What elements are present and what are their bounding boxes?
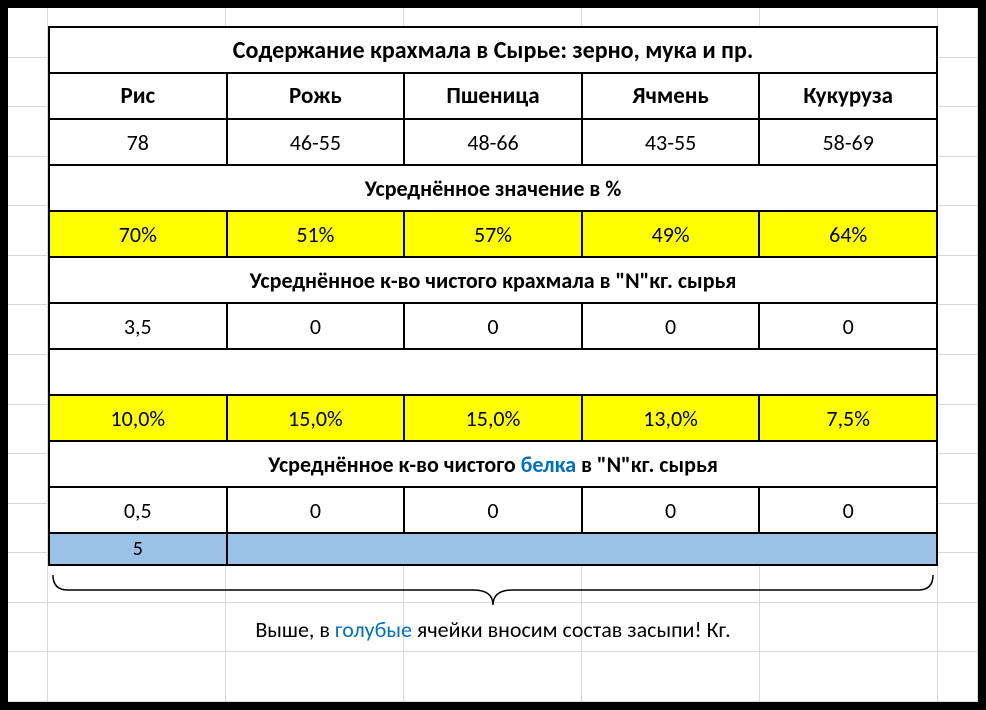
cell-range[interactable]: 46-55 — [227, 119, 405, 165]
col-header: Кукуруза — [759, 73, 937, 119]
cell-protein-n[interactable]: 0 — [227, 487, 405, 533]
pct-row2: 10,0% 15,0% 15,0% 13,0% 7,5% — [49, 395, 937, 441]
cell-pct2[interactable]: 15,0% — [227, 395, 405, 441]
cell-pct2[interactable]: 7,5% — [759, 395, 937, 441]
content-area: Содержание крахмала в Сырье: зерно, мука… — [48, 26, 938, 643]
section-header: Усреднённое значение в % — [49, 165, 937, 211]
section-protein-row: Усреднённое к-во чистого белка в "N"кг. … — [49, 441, 937, 487]
column-headers-row: Рис Рожь Пшеница Ячмень Кукуруза — [49, 73, 937, 119]
avg-pct-row: 70% 51% 57% 49% 64% — [49, 211, 937, 257]
footer-pre: Выше, в — [255, 616, 335, 643]
cell-pct2[interactable]: 15,0% — [404, 395, 582, 441]
cell-avg-pct[interactable]: 70% — [49, 211, 227, 257]
starch-n-row: 3,5 0 0 0 0 — [49, 303, 937, 349]
footer-note: Выше, в голубые ячейки вносим состав зас… — [48, 616, 938, 643]
spreadsheet-area: HomeDistiller.ru Содержание крахмала в С… — [8, 8, 978, 702]
blue-cell-value[interactable]: 5 — [49, 533, 227, 565]
data-table: Содержание крахмала в Сырье: зерно, мука… — [48, 26, 938, 566]
blue-cell-empty[interactable] — [227, 533, 937, 565]
section-header-protein: Усреднённое к-во чистого белка в "N"кг. … — [49, 441, 937, 487]
protein-text-post: в "N"кг. сырья — [576, 451, 718, 478]
protein-text-pre: Усреднённое к-во чистого — [268, 451, 520, 478]
cell-avg-pct[interactable]: 51% — [227, 211, 405, 257]
title-row: Содержание крахмала в Сырье: зерно, мука… — [49, 27, 937, 73]
blank-cell — [49, 349, 937, 395]
cell-pct2[interactable]: 10,0% — [49, 395, 227, 441]
blank-row — [49, 349, 937, 395]
section-starch-n-row: Усреднённое к-во чистого крахмала в "N"к… — [49, 257, 937, 303]
cell-protein-n[interactable]: 0,5 — [49, 487, 227, 533]
protein-word: белка — [521, 451, 576, 478]
cell-avg-pct[interactable]: 57% — [404, 211, 582, 257]
cell-avg-pct[interactable]: 49% — [582, 211, 760, 257]
brace-wrap — [48, 570, 938, 610]
section-header: Усреднённое к-во чистого крахмала в "N"к… — [49, 257, 937, 303]
cell-starch-n[interactable]: 0 — [582, 303, 760, 349]
cell-protein-n[interactable]: 0 — [759, 487, 937, 533]
cell-avg-pct[interactable]: 64% — [759, 211, 937, 257]
cell-starch-n[interactable]: 3,5 — [49, 303, 227, 349]
table-title: Содержание крахмала в Сырье: зерно, мука… — [49, 27, 937, 73]
cell-pct2[interactable]: 13,0% — [582, 395, 760, 441]
section-avg-pct-row: Усреднённое значение в % — [49, 165, 937, 211]
col-header: Рожь — [227, 73, 405, 119]
cell-protein-n[interactable]: 0 — [582, 487, 760, 533]
col-header: Пшеница — [404, 73, 582, 119]
cell-starch-n[interactable]: 0 — [759, 303, 937, 349]
protein-n-row: 0,5 0 0 0 0 — [49, 487, 937, 533]
cell-starch-n[interactable]: 0 — [227, 303, 405, 349]
footer-blue-word: голубые — [335, 616, 412, 643]
ranges-row: 78 46-55 48-66 43-55 58-69 — [49, 119, 937, 165]
col-header: Рис — [49, 73, 227, 119]
cell-range[interactable]: 48-66 — [404, 119, 582, 165]
cell-starch-n[interactable]: 0 — [404, 303, 582, 349]
footer-post: ячейки вносим состав засыпи! Кг. — [412, 616, 731, 643]
cell-range[interactable]: 78 — [49, 119, 227, 165]
col-header: Ячмень — [582, 73, 760, 119]
brace-icon — [48, 570, 938, 610]
cell-range[interactable]: 43-55 — [582, 119, 760, 165]
cell-protein-n[interactable]: 0 — [404, 487, 582, 533]
blue-input-row: 5 — [49, 533, 937, 565]
cell-range[interactable]: 58-69 — [759, 119, 937, 165]
